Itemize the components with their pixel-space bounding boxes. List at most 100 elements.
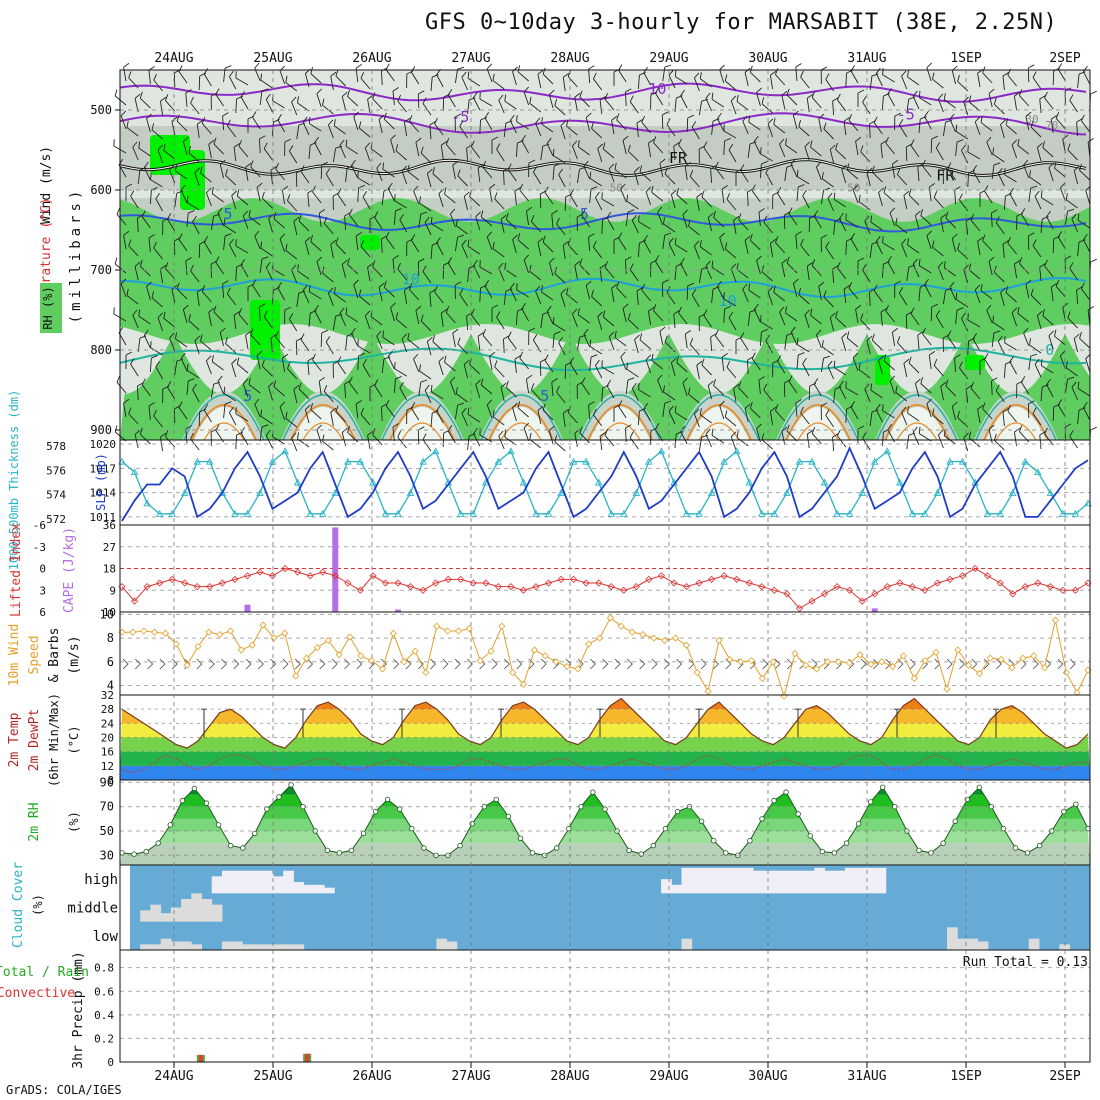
credit-text: GrADS: COLA/IGES (6, 1083, 122, 1097)
wind-barb (932, 240, 944, 257)
barb-flag (166, 213, 172, 220)
wind-barb (1028, 185, 1038, 203)
wind-barb (523, 422, 530, 442)
barb-staff (919, 265, 932, 274)
y-axis-label-barbs: & Barbs (47, 628, 62, 683)
barb-flag (639, 165, 643, 172)
cloud-cell (793, 870, 805, 894)
barb-flag (282, 353, 289, 359)
wind-barb (862, 96, 871, 115)
thickness-point (155, 509, 164, 517)
barb-staff (349, 382, 359, 395)
barb-flag (870, 383, 873, 391)
barb-flag (639, 240, 646, 244)
barb-flag (397, 430, 401, 438)
wind-barb (583, 160, 591, 180)
barb-staff (407, 339, 420, 349)
barb-staff (611, 120, 615, 135)
wind-barb (1025, 111, 1032, 131)
barb-flag (1042, 309, 1046, 316)
barb-flag (505, 212, 509, 220)
barb-flag (1067, 376, 1075, 380)
barb-flag (316, 256, 322, 263)
barb-flag (634, 334, 640, 340)
wind-barb (887, 255, 895, 275)
barb-flag (871, 409, 879, 413)
wind-barb (362, 359, 371, 378)
rh-point (952, 818, 958, 824)
barb-flag (420, 211, 428, 215)
barb-staff (347, 264, 359, 275)
wind-barb (724, 74, 737, 91)
wind-barb (795, 399, 802, 418)
barb-flag (767, 118, 774, 125)
barb-flag (643, 402, 648, 410)
barb-staff (1034, 364, 1042, 378)
barb-staff (532, 171, 542, 185)
barb-flag (629, 263, 634, 270)
barb-staff (335, 411, 346, 423)
barb-flag (134, 429, 141, 435)
barb-staff (157, 317, 164, 332)
barb-staff (932, 414, 944, 425)
barb-flag (139, 427, 143, 435)
barb-staff (420, 152, 432, 164)
barb-staff (304, 241, 310, 256)
barb-staff (355, 404, 359, 419)
barb-staff (480, 384, 493, 395)
barb-staff (166, 218, 176, 232)
wind-barb (829, 312, 836, 332)
barb-flag (293, 384, 300, 390)
wind-barb (982, 234, 993, 252)
thickness-point (306, 509, 314, 517)
barb-flag (954, 354, 961, 359)
lifted-index-point (143, 583, 151, 591)
wind-barb (753, 303, 761, 323)
barb-flag (845, 213, 847, 221)
wind-barb (869, 409, 879, 427)
barb-flag (1067, 208, 1075, 212)
barb-flag (602, 216, 609, 221)
barb-flag (1002, 240, 1009, 245)
barb-staff (733, 220, 737, 235)
barb-staff (1013, 96, 1018, 111)
barb-staff (171, 121, 176, 136)
barb-flag (680, 257, 685, 264)
barb-flag (190, 264, 194, 272)
wind10-point (237, 646, 245, 654)
barb-flag (796, 169, 799, 177)
barb-flag (1042, 141, 1046, 148)
barb-flag (310, 403, 314, 410)
wind-barb (345, 333, 354, 351)
barb-staff (467, 268, 470, 283)
barb-staff (773, 292, 786, 302)
barb-staff (625, 259, 627, 275)
barb-flag (1079, 331, 1082, 339)
barb-staff (259, 91, 263, 106)
wind-barb (438, 356, 444, 376)
thickness-point (456, 509, 465, 517)
wind-barb (515, 140, 524, 158)
rh-point (723, 850, 729, 856)
barb-staff (618, 70, 627, 83)
thickness-point (281, 447, 289, 455)
barb-flag (758, 376, 765, 381)
wind-barb (132, 309, 139, 329)
barb-flag (341, 259, 348, 265)
barb-staff (740, 170, 749, 183)
wind-barb (585, 112, 592, 132)
wind10-point (856, 651, 864, 659)
wind-barb (449, 376, 456, 396)
wind-barb (943, 93, 956, 109)
wind-barb (393, 208, 402, 226)
isotherm-dome (203, 422, 245, 441)
barb-flag (938, 429, 944, 436)
wind-barb (991, 330, 1001, 348)
barb-staff (696, 197, 700, 212)
barb-staff (151, 297, 163, 308)
wind-barb (901, 70, 908, 90)
barb-staff (689, 344, 700, 356)
barb-flag (452, 328, 459, 334)
wind-barb (588, 233, 595, 252)
barb-staff (467, 77, 481, 87)
